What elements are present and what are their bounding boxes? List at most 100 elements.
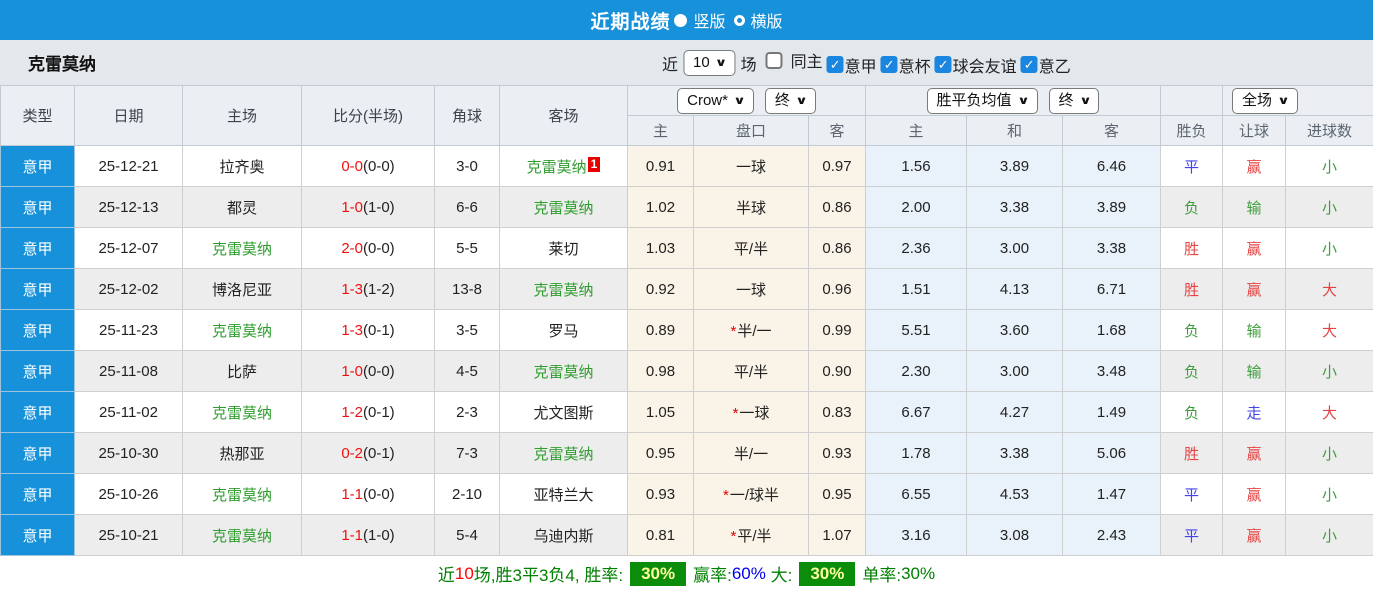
match-row: 意甲 25-11-23 克雷莫纳 1-3(0-1) 3-5 罗马 0.89 *半/一 0.99 5…	[0, 309, 1373, 351]
asian-home-odds-cell: 0.89	[627, 309, 694, 351]
away-team-cell: 克雷莫纳	[499, 350, 628, 392]
summary-text: 30%	[901, 563, 936, 583]
europe-home-odds-cell: 2.30	[865, 350, 967, 392]
star-icon: *	[732, 404, 739, 422]
europe-away-odds-cell: 5.06	[1062, 432, 1161, 474]
match-row: 意甲 25-10-30 热那亚 0-2(0-1) 7-3 克雷莫纳 0.95 半/一 0.93 1…	[0, 432, 1373, 474]
radio-selected-icon	[674, 13, 688, 27]
europe-away-odds-cell: 1.68	[1062, 309, 1161, 351]
europe-draw-odds-cell: 4.53	[966, 473, 1063, 515]
match-row: 意甲 25-11-02 克雷莫纳 1-2(0-1) 2-3 尤文图斯 1.05 *一球 0.83…	[0, 391, 1373, 433]
col-header-ah-home: 主	[627, 115, 694, 146]
asian-home-odds-cell: 0.81	[627, 514, 694, 556]
asian-time-select[interactable]: 终 ∨	[764, 87, 816, 114]
date-cell: 25-12-02	[74, 268, 183, 310]
europe-home-odds-cell: 2.00	[865, 186, 967, 228]
outcome-cell: 负	[1160, 391, 1223, 433]
layout-radio-horizontal[interactable]: 横版	[733, 8, 783, 32]
asian-away-odds-cell: 0.95	[808, 473, 866, 515]
europe-time-select[interactable]: 终 ∨	[1048, 87, 1100, 114]
handicap-result-cell: 赢	[1222, 514, 1286, 556]
col-header-away: 客场	[499, 85, 628, 146]
league-checkbox-意乙[interactable]: ✓ 意乙	[1020, 53, 1071, 77]
asian-line-cell: *平/半	[693, 514, 809, 556]
checkbox-checked-icon: ✓	[934, 56, 952, 74]
chevron-down-icon: ∨	[1277, 94, 1290, 107]
col-header-eu-away: 客	[1062, 115, 1161, 146]
results-table: 类型 日期 主场 比分(半场) 角球 客场 Crow* ∨ 终 ∨	[0, 85, 1373, 556]
europe-home-odds-cell: 2.36	[865, 227, 967, 269]
match-count-value: 10	[692, 53, 710, 71]
scope-select[interactable]: 全场 ∨	[1232, 87, 1298, 114]
checkbox-label: 意乙	[1038, 58, 1071, 76]
league-checkbox-球会友谊[interactable]: ✓ 球会友谊	[934, 53, 1017, 77]
col-header-date: 日期	[74, 85, 183, 146]
date-cell: 25-11-02	[74, 391, 183, 433]
corners-cell: 7-3	[434, 432, 500, 474]
asian-away-odds-cell: 1.07	[808, 514, 866, 556]
europe-draw-odds-cell: 3.60	[966, 309, 1063, 351]
away-team-cell: 罗马	[499, 309, 628, 351]
col-header-home: 主场	[182, 85, 302, 146]
col-header-ah-line: 盘口	[693, 115, 809, 146]
radio-unselected-icon	[733, 14, 745, 26]
score-cell: 1-3(0-1)	[301, 309, 435, 351]
score-cell: 1-0(1-0)	[301, 186, 435, 228]
asian-line-cell: 平/半	[693, 227, 809, 269]
summary-text: 大:	[765, 566, 793, 585]
summary-text: 10	[454, 563, 474, 583]
home-team-cell: 克雷莫纳	[182, 514, 302, 556]
asian-line-cell: *半/一	[693, 309, 809, 351]
radio-label: 横版	[750, 14, 783, 31]
asian-away-odds-cell: 0.93	[808, 432, 866, 474]
asian-away-odds-cell: 0.90	[808, 350, 866, 392]
col-header-handicap: 让球	[1222, 115, 1286, 146]
summary-text: 近	[437, 566, 455, 585]
home-team-cell: 都灵	[182, 186, 302, 228]
europe-time-value: 终	[1058, 91, 1074, 109]
match-row: 意甲 25-10-21 克雷莫纳 1-1(1-0) 5-4 乌迪内斯 0.81 *平/半 1.0…	[0, 514, 1373, 556]
outcome-cell: 负	[1160, 309, 1223, 351]
europe-home-odds-cell: 3.16	[865, 514, 967, 556]
europe-away-odds-cell: 6.46	[1062, 145, 1161, 187]
filter-controls: 近 10 ∨ 场 同主 ✓ 意甲 ✓ 意杯 ✓ 球会友谊 ✓ 意乙	[662, 48, 1071, 77]
star-icon: *	[722, 486, 729, 504]
europe-odds-select[interactable]: 胜平负均值 ∨	[926, 87, 1038, 114]
layout-radio-vertical[interactable]: 竖版	[674, 8, 726, 32]
checkbox-checked-icon: ✓	[880, 56, 898, 74]
league-checkbox-意甲[interactable]: ✓ 意甲	[826, 53, 877, 77]
asian-away-odds-cell: 0.97	[808, 145, 866, 187]
home-team-cell: 克雷莫纳	[182, 309, 302, 351]
chevron-down-icon: ∨	[795, 94, 808, 107]
outcome-cell: 负	[1160, 186, 1223, 228]
goals-result-cell: 大	[1284, 268, 1373, 310]
score-cell: 1-2(0-1)	[301, 391, 435, 433]
col-header-goals: 进球数	[1284, 115, 1373, 146]
asian-home-odds-cell: 0.95	[627, 432, 694, 474]
europe-draw-odds-cell: 3.89	[966, 145, 1063, 187]
asian-line-cell: 半/一	[693, 432, 809, 474]
away-team-cell: 乌迪内斯	[499, 514, 628, 556]
league-checkbox-同主[interactable]: 同主	[765, 48, 823, 72]
europe-away-odds-cell: 2.43	[1062, 514, 1161, 556]
col-header-eu-draw: 和	[966, 115, 1063, 146]
date-cell: 25-12-13	[74, 186, 183, 228]
europe-draw-odds-cell: 3.38	[966, 432, 1063, 474]
handicap-result-cell: 走	[1222, 391, 1286, 433]
goals-result-cell: 小	[1284, 186, 1373, 228]
handicap-result-cell: 赢	[1222, 145, 1286, 187]
date-cell: 25-12-21	[74, 145, 183, 187]
match-row: 意甲 25-12-07 克雷莫纳 2-0(0-0) 5-5 莱切 1.03 平/半 0.86 2.…	[0, 227, 1373, 269]
match-count-select[interactable]: 10 ∨	[682, 49, 736, 76]
asian-time-value: 终	[774, 91, 790, 109]
asian-away-odds-cell: 0.83	[808, 391, 866, 433]
corners-cell: 6-6	[434, 186, 500, 228]
home-team-cell: 博洛尼亚	[182, 268, 302, 310]
star-icon: *	[730, 527, 737, 545]
summary-rate-badge: 30%	[630, 561, 687, 586]
goals-result-cell: 大	[1284, 309, 1373, 351]
bookmaker-select[interactable]: Crow* ∨	[677, 87, 754, 114]
away-team-cell: 克雷莫纳	[499, 186, 628, 228]
goals-result-cell: 小	[1284, 145, 1373, 187]
league-checkbox-意杯[interactable]: ✓ 意杯	[880, 53, 931, 77]
